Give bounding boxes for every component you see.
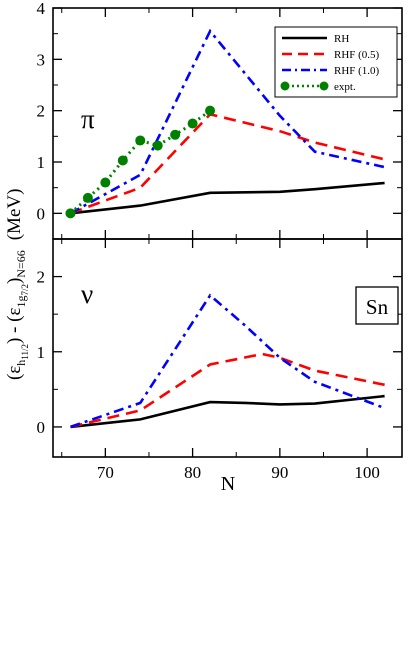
expt-point bbox=[205, 105, 216, 116]
legend-label-rh: RH bbox=[334, 33, 349, 45]
legend-marker-expt-2 bbox=[319, 81, 329, 91]
ylabel-mid: ) - (ε bbox=[4, 308, 25, 344]
expt-point bbox=[135, 135, 146, 146]
series-line-expt bbox=[69, 109, 211, 215]
ylabel-open: (ε bbox=[4, 366, 25, 380]
panel-nu-xticks: 70 80 90 100 bbox=[61, 239, 380, 482]
sn-label: Sn bbox=[366, 295, 389, 319]
legend-marker-expt-1 bbox=[280, 81, 290, 91]
ylabel-h-subsub: 11/2 bbox=[20, 344, 30, 360]
panel-pi-yticks: 0 1 2 3 4 bbox=[37, 0, 402, 223]
panel-nu-yticks: 0 1 2 bbox=[37, 268, 402, 437]
ylabel-g-sub: 1g bbox=[14, 296, 28, 308]
expt-point bbox=[100, 177, 111, 188]
ylabel-g-subsub: 7/2 bbox=[20, 284, 30, 296]
panel-nu: 0 1 2 70 80 90 100 ν Sn bbox=[37, 238, 403, 482]
x-tick-label: 80 bbox=[184, 463, 201, 482]
ylabel-n-sub: N=66 bbox=[14, 250, 28, 277]
x-tick-label: 70 bbox=[97, 463, 114, 482]
series-line-rh bbox=[70, 394, 385, 429]
panel-nu-series bbox=[70, 293, 386, 429]
y-tick-label: 1 bbox=[37, 343, 46, 362]
expt-point bbox=[82, 192, 93, 203]
legend-label-expt: expt. bbox=[334, 81, 356, 93]
y-tick-label: 2 bbox=[37, 268, 46, 287]
expt-point bbox=[170, 129, 181, 140]
y-tick-label: 3 bbox=[37, 50, 46, 69]
legend-label-rhf10: RHF (1.0) bbox=[334, 65, 380, 77]
x-axis-label: N bbox=[221, 473, 235, 495]
series-line-rhf-0-5 bbox=[70, 112, 385, 215]
ylabel-close: ) bbox=[4, 278, 25, 284]
y-tick-label: 1 bbox=[37, 153, 46, 172]
expt-point bbox=[152, 140, 163, 151]
panel-pi-symbol: π bbox=[81, 104, 95, 134]
panel-nu-frame bbox=[52, 238, 403, 458]
expt-point bbox=[65, 208, 76, 219]
panel-pi: 0 1 2 3 4 π bbox=[37, 0, 403, 240]
y-tick-label: 0 bbox=[37, 418, 46, 437]
y-axis-label: (εh11/2) - (ε1g7/2)N=66 (MeV) bbox=[4, 189, 30, 380]
expt-point bbox=[117, 155, 128, 166]
x-tick-label: 100 bbox=[354, 463, 380, 482]
expt-point bbox=[187, 118, 198, 129]
panel-pi-series bbox=[65, 28, 385, 219]
x-tick-label: 90 bbox=[271, 463, 288, 482]
sn-label-box bbox=[355, 286, 399, 325]
svg-text:(εh11/2) - (ε1g7/2)N=66(MeV): (εh11/2) - (ε1g7/2)N=66 (MeV) bbox=[4, 189, 30, 380]
y-tick-label: 2 bbox=[37, 102, 46, 121]
y-tick-label: 4 bbox=[37, 0, 46, 18]
legend-label-rhf05: RHF (0.5) bbox=[334, 49, 380, 61]
ylabel-h-sub: h bbox=[14, 360, 28, 366]
panel-pi-xticks bbox=[61, 8, 368, 239]
panel-nu-symbol: ν bbox=[81, 279, 93, 309]
y-tick-label: 0 bbox=[37, 204, 46, 223]
series-line-rh bbox=[70, 181, 385, 215]
ylabel-units: (MeV) bbox=[4, 189, 25, 241]
series-line-rhf-1-0 bbox=[70, 293, 386, 429]
legend: RH RHF (0.5) RHF (1.0) expt. bbox=[274, 26, 398, 98]
